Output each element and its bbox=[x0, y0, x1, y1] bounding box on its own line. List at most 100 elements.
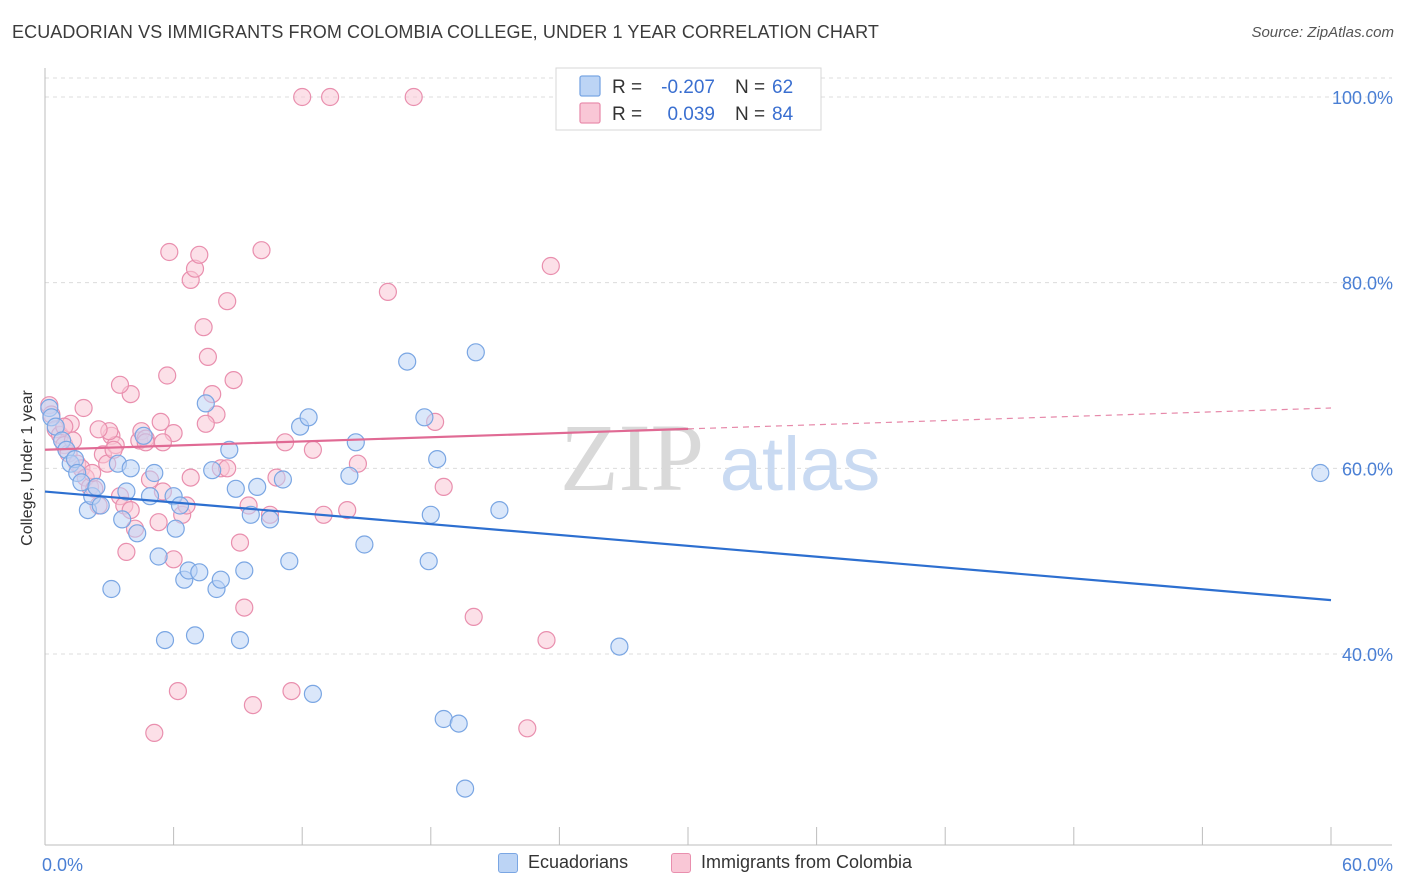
trend-lines bbox=[44, 407, 1332, 602]
point-ecuadorian-48 bbox=[355, 535, 374, 554]
axes bbox=[44, 68, 1392, 846]
legend-item-colombia[interactable]: Immigrants from Colombia bbox=[671, 852, 912, 873]
point-ecuadorian-51 bbox=[419, 552, 438, 571]
point-ecuadorian-49 bbox=[398, 352, 417, 371]
legend-label-colombia: Immigrants from Colombia bbox=[701, 852, 913, 872]
point-ecuadorian-34 bbox=[211, 570, 230, 589]
point-colombia-59 bbox=[434, 477, 453, 496]
legend-item-ecuadorians[interactable]: Ecuadorians bbox=[498, 852, 628, 873]
trend-line-ecuadorians bbox=[44, 490, 1332, 602]
watermark: ZIP atlas bbox=[560, 404, 880, 511]
point-colombia-61 bbox=[518, 719, 537, 738]
point-ecuadorian-58 bbox=[490, 501, 509, 520]
point-ecuadorian-26 bbox=[170, 496, 190, 515]
legend-r-value-1: 0.039 bbox=[667, 104, 715, 125]
point-colombia-66 bbox=[89, 420, 108, 439]
point-colombia-56 bbox=[378, 282, 397, 301]
point-ecuadorian-40 bbox=[248, 477, 267, 496]
legend-swatch-pink bbox=[671, 852, 691, 873]
point-colombia-68 bbox=[151, 412, 170, 431]
point-colombia-26 bbox=[145, 723, 164, 743]
point-colombia-71 bbox=[74, 398, 93, 418]
point-colombia-60 bbox=[464, 607, 483, 627]
y-tick-label-2: 80.0% bbox=[1342, 274, 1393, 294]
point-ecuadorian-31 bbox=[196, 394, 215, 413]
point-colombia-69 bbox=[196, 414, 215, 433]
legend-r-label-0: R = bbox=[612, 77, 642, 98]
point-colombia-63 bbox=[541, 256, 560, 276]
point-ecuadorian-35 bbox=[220, 440, 239, 459]
point-ecuadorian-16 bbox=[117, 482, 136, 501]
y-tick-label-0: 40.0% bbox=[1342, 645, 1393, 665]
point-colombia-52 bbox=[293, 87, 312, 107]
point-ecuadorian-21 bbox=[145, 463, 164, 483]
legend-swatch-blue bbox=[498, 852, 518, 873]
watermark-zip: ZIP bbox=[560, 404, 704, 511]
point-ecuadorian-32 bbox=[203, 461, 222, 480]
chart-title: ECUADORIAN VS IMMIGRANTS FROM COLOMBIA C… bbox=[12, 22, 879, 42]
point-ecuadorian-13 bbox=[102, 579, 121, 599]
point-colombia-19 bbox=[117, 542, 136, 562]
point-ecuadorian-60 bbox=[1311, 463, 1330, 483]
point-ecuadorian-57 bbox=[466, 343, 485, 362]
point-colombia-53 bbox=[321, 87, 340, 107]
legend-n-value-1: 84 bbox=[772, 104, 794, 125]
point-ecuadorian-50 bbox=[415, 408, 434, 427]
point-ecuadorian-12 bbox=[91, 496, 110, 515]
point-colombia-75 bbox=[282, 681, 301, 701]
point-ecuadorian-39 bbox=[241, 505, 260, 524]
point-colombia-46 bbox=[235, 598, 254, 617]
legend-swatch-0 bbox=[579, 75, 601, 97]
point-ecuadorian-55 bbox=[449, 714, 468, 733]
point-colombia-62 bbox=[537, 630, 556, 650]
point-colombia-32 bbox=[168, 681, 187, 701]
point-ecuadorian-15 bbox=[113, 510, 132, 529]
point-colombia-29 bbox=[158, 366, 177, 385]
y-tick-label-3: 100.0% bbox=[1332, 88, 1393, 108]
point-ecuadorian-29 bbox=[185, 626, 205, 645]
legend-n-label-1: N = bbox=[735, 104, 765, 125]
x-tick-label-min: 0.0% bbox=[42, 855, 83, 875]
point-colombia-39 bbox=[198, 347, 217, 366]
point-colombia-57 bbox=[404, 87, 423, 107]
point-ecuadorian-19 bbox=[134, 426, 153, 445]
source-credit: Source: ZipAtlas.com bbox=[1251, 24, 1394, 41]
bottom-legend: Ecuadorians Immigrants from Colombia bbox=[0, 852, 1406, 878]
point-ecuadorian-22 bbox=[149, 547, 168, 566]
point-ecuadorian-17 bbox=[121, 459, 140, 478]
point-ecuadorian-8 bbox=[72, 473, 91, 492]
point-colombia-74 bbox=[218, 459, 237, 478]
point-colombia-37 bbox=[190, 245, 209, 264]
point-ecuadorian-25 bbox=[166, 519, 185, 538]
data-points bbox=[40, 87, 1330, 798]
point-ecuadorian-61 bbox=[340, 466, 359, 485]
point-ecuadorian-45 bbox=[299, 408, 318, 427]
legend-r-label-1: R = bbox=[612, 104, 642, 125]
point-ecuadorian-52 bbox=[421, 505, 440, 524]
point-ecuadorian-11 bbox=[87, 477, 106, 496]
point-colombia-38 bbox=[194, 318, 213, 337]
point-ecuadorian-54 bbox=[434, 709, 453, 729]
point-colombia-31 bbox=[164, 550, 183, 569]
watermark-atlas: atlas bbox=[720, 422, 881, 507]
trend-line-colombia-solid bbox=[44, 427, 689, 451]
point-ecuadorian-43 bbox=[280, 552, 299, 571]
trend-line-colombia-dashed bbox=[687, 407, 1332, 430]
point-colombia-45 bbox=[230, 533, 250, 552]
point-colombia-47 bbox=[243, 695, 262, 715]
point-ecuadorian-59 bbox=[610, 637, 629, 656]
legend-label-ecuadorians: Ecuadorians bbox=[528, 852, 629, 872]
point-ecuadorian-41 bbox=[260, 510, 280, 529]
point-colombia-48 bbox=[252, 241, 271, 260]
x-tick-label-max: 60.0% bbox=[1342, 855, 1393, 875]
legend-n-value-0: 62 bbox=[772, 77, 793, 98]
point-colombia-81 bbox=[303, 440, 322, 459]
point-colombia-43 bbox=[218, 292, 237, 311]
point-colombia-44 bbox=[224, 371, 243, 390]
point-ecuadorian-37 bbox=[230, 630, 250, 650]
point-ecuadorian-23 bbox=[155, 630, 175, 650]
point-colombia-73 bbox=[181, 468, 200, 487]
legend-n-label-0: N = bbox=[735, 77, 765, 98]
point-ecuadorian-36 bbox=[226, 479, 245, 498]
